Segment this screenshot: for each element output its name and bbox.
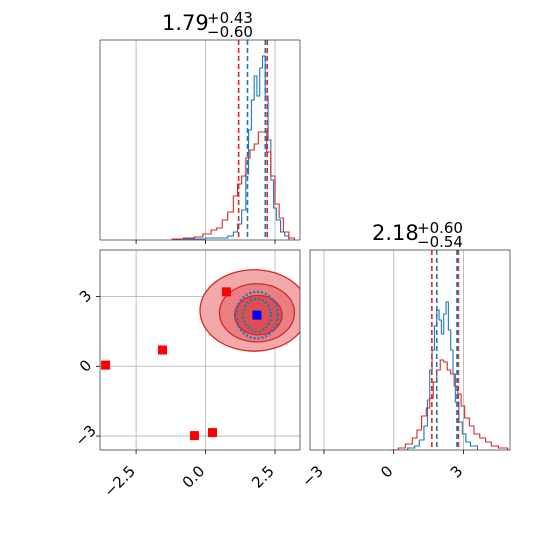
top-marginal-axes-frame — [99, 39, 301, 241]
right-marginal-histogram-series-0 — [400, 301, 478, 450]
joint-ytick-label: 0 — [76, 356, 95, 375]
right-marginal-xtick-label: 0 — [377, 462, 396, 481]
right-marginal-title-upper: +0.60 — [417, 219, 463, 237]
top-marginal-plot-area — [135, 40, 295, 240]
joint-sample-point — [304, 318, 306, 320]
joint-blue-contour-0 — [234, 290, 280, 340]
joint-sample-point — [301, 330, 303, 332]
joint-sample-point — [310, 311, 312, 313]
right-marginal-xtick-label: 3 — [447, 462, 466, 481]
top-marginal-title-upper: +0.43 — [207, 9, 253, 27]
joint-sample-point — [303, 320, 305, 322]
right-marginal-plot-area — [323, 250, 509, 450]
right-marginal-title-value: 2.18 — [372, 221, 419, 245]
joint-red-marker-3 — [189, 431, 199, 441]
joint-sample-point — [302, 298, 304, 300]
joint-xtick-label: 2.5 — [248, 462, 278, 492]
right-marginal-axes-frame — [309, 249, 511, 451]
joint-red-marker-4 — [208, 428, 217, 438]
joint-xtick-label: 0.0 — [179, 462, 209, 492]
joint-red-marker-1 — [101, 360, 111, 370]
joint-axes-frame — [99, 249, 301, 451]
joint-red-marker-2 — [158, 345, 167, 355]
top-marginal-title-lower: −0.60 — [207, 23, 253, 41]
joint-xtick-label: −2.5 — [100, 462, 138, 500]
joint-plot-area — [100, 250, 313, 450]
top-marginal-histogram-series-1 — [171, 131, 295, 240]
right-marginal-title-lower: −0.54 — [417, 233, 463, 251]
joint-blue-contour-1 — [241, 297, 273, 333]
top-marginal-title-value: 1.79 — [162, 11, 209, 35]
joint-sample-point — [311, 313, 313, 315]
joint-ytick-label: −3 — [71, 422, 99, 450]
joint-ytick-label: 3 — [76, 286, 95, 305]
joint-blue-marker-0 — [252, 310, 262, 320]
right-marginal-xtick-label: −3 — [298, 462, 326, 490]
joint-red-marker-0 — [221, 287, 231, 297]
joint-sample-point — [285, 343, 288, 346]
right-marginal-histogram-series-1 — [389, 359, 509, 450]
top-marginal-histogram-series-0 — [172, 55, 290, 240]
